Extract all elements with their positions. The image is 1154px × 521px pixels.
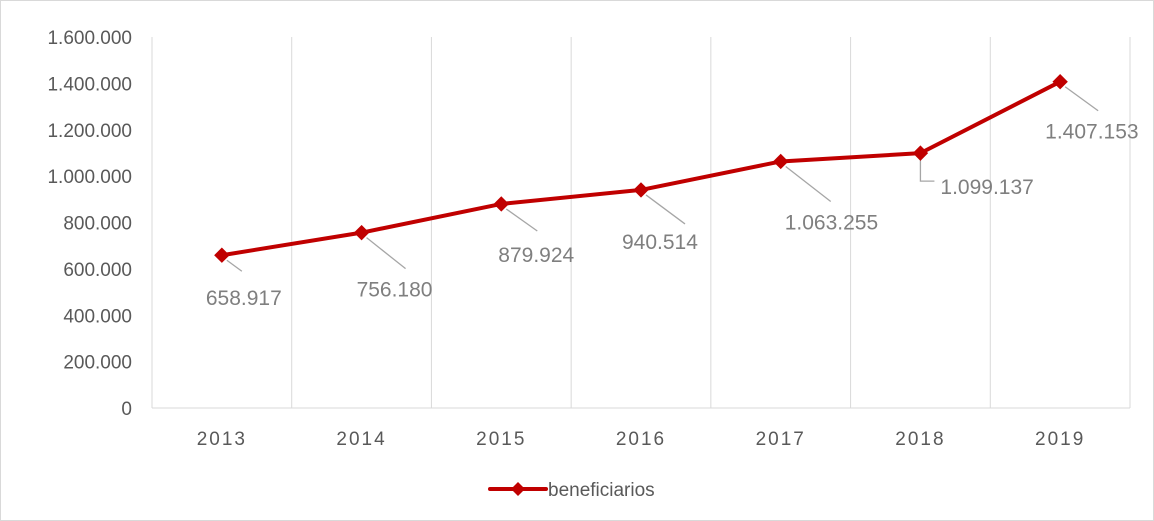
- data-label: 1.063.255: [785, 211, 878, 234]
- data-label: 1.099.137: [940, 176, 1033, 199]
- legend-marker-swatch: [511, 482, 525, 496]
- data-label-leader: [226, 259, 243, 272]
- data-label-leader: [1064, 86, 1099, 112]
- y-tick-label: 1.000.000: [47, 167, 132, 188]
- data-point-marker: [1052, 74, 1068, 90]
- data-label-leader: [505, 208, 538, 232]
- data-point-marker: [773, 153, 789, 170]
- data-label: 879.924: [498, 244, 574, 267]
- data-label: 756.180: [357, 279, 433, 302]
- data-label-leader: [919, 159, 935, 182]
- y-tick-label: 400.000: [63, 306, 132, 327]
- data-label-leader: [785, 165, 832, 202]
- data-label-leader: [645, 194, 686, 225]
- y-tick-label: 800.000: [63, 214, 132, 235]
- data-label: 940.514: [622, 231, 698, 254]
- y-tick-label: 1.600.000: [47, 28, 132, 49]
- y-tick-label: 1.200.000: [47, 121, 132, 142]
- data-point-marker: [214, 247, 230, 263]
- axis-layer: 0 200.000 400.000 600.000 800.000 1.000.000 1.…: [47, 28, 1130, 450]
- data-label: 1.407.153: [1045, 121, 1138, 144]
- label-layer: 658.917 756.180 879.924 940.514 1.063.255 1.0…: [206, 121, 1139, 310]
- data-point-marker: [493, 196, 509, 212]
- y-tick-label: 1.400.000: [47, 74, 132, 95]
- data-label: 658.917: [206, 287, 282, 310]
- legend-label: beneficiarios: [548, 480, 655, 501]
- grid-layer: [291, 37, 1131, 408]
- data-label-leader: [366, 237, 406, 270]
- x-tick-label: 2016: [616, 429, 666, 450]
- x-tick-label: 2018: [895, 429, 945, 450]
- data-point-marker: [633, 182, 649, 198]
- series-layer: [214, 74, 1068, 263]
- leader-layer: [226, 86, 1099, 272]
- x-tick-label: 2015: [476, 429, 526, 450]
- x-tick-label: 2019: [1035, 429, 1085, 450]
- data-point-marker: [912, 145, 929, 161]
- y-tick-label: 600.000: [63, 260, 132, 281]
- x-tick-label: 2017: [756, 429, 806, 450]
- data-point-marker: [353, 224, 370, 241]
- y-tick-label: 200.000: [63, 353, 132, 374]
- x-tick-label: 2013: [197, 429, 247, 450]
- legend: beneficiarios: [488, 480, 655, 501]
- x-tick-label: 2014: [336, 429, 386, 450]
- y-tick-label: 0: [121, 399, 132, 420]
